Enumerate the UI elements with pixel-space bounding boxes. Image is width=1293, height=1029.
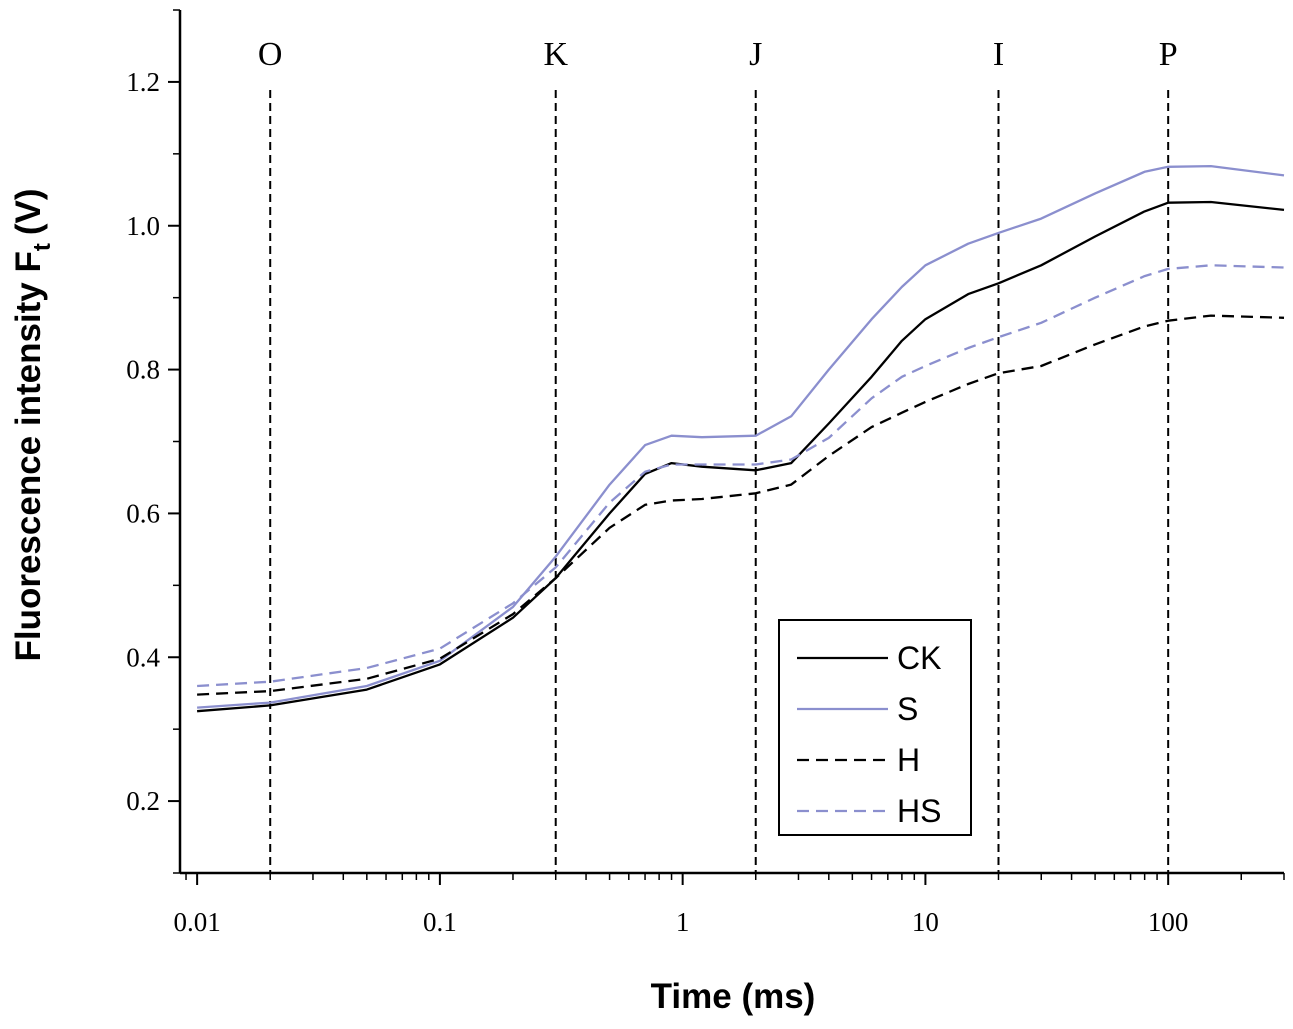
series-line-h (197, 314, 1285, 696)
y-axis-title-subscript: t (29, 243, 56, 251)
x-tick-label: 0.01 (174, 907, 221, 937)
y-axis-title-text: Fluorescence intensity Ft (V) (9, 188, 56, 661)
phase-label-K: K (543, 36, 568, 73)
x-tick-label: 1 (676, 907, 690, 937)
series-line-ck (197, 200, 1285, 713)
series-line-s (197, 164, 1285, 709)
y-axis-title-unit: (V) (9, 188, 48, 235)
phase-label-I: I (993, 36, 1004, 73)
y-axis-title-main: Fluorescence intensity F (9, 251, 48, 661)
legend-label-h: H (897, 742, 920, 778)
series-line-hs (197, 264, 1285, 688)
legend-label-hs: HS (897, 793, 941, 829)
axes (178, 10, 1284, 875)
legend-box (778, 619, 972, 836)
y-tick-label: 0.2 (126, 786, 160, 816)
series-lines (197, 164, 1285, 713)
phase-label-O: O (258, 36, 283, 73)
y-axis-title: Fluorescence intensity Ft (V) (9, 188, 56, 661)
legend-label-s: S (897, 691, 918, 727)
phase-label-P: P (1159, 36, 1178, 73)
y-tick-label: 0.6 (126, 498, 160, 528)
phase-label-J: J (749, 36, 762, 73)
y-tick-label: 1.0 (126, 211, 160, 241)
x-axis-title: Time (ms) (651, 977, 816, 1016)
ticks: 0.01 0.1 1 10 100 0.2 0.4 0.6 0.8 1.0 1.2 (126, 9, 1285, 937)
x-tick-label: 10 (912, 907, 939, 937)
y-tick-label: 1.2 (126, 67, 160, 97)
legend: CK SH HS (778, 619, 972, 836)
y-tick-label: 0.8 (126, 355, 160, 385)
y-tick-label: 0.4 (126, 642, 160, 672)
x-tick-label: 100 (1148, 907, 1189, 937)
x-tick-label: 0.1 (423, 907, 457, 937)
legend-label-ck: CK (897, 640, 941, 676)
